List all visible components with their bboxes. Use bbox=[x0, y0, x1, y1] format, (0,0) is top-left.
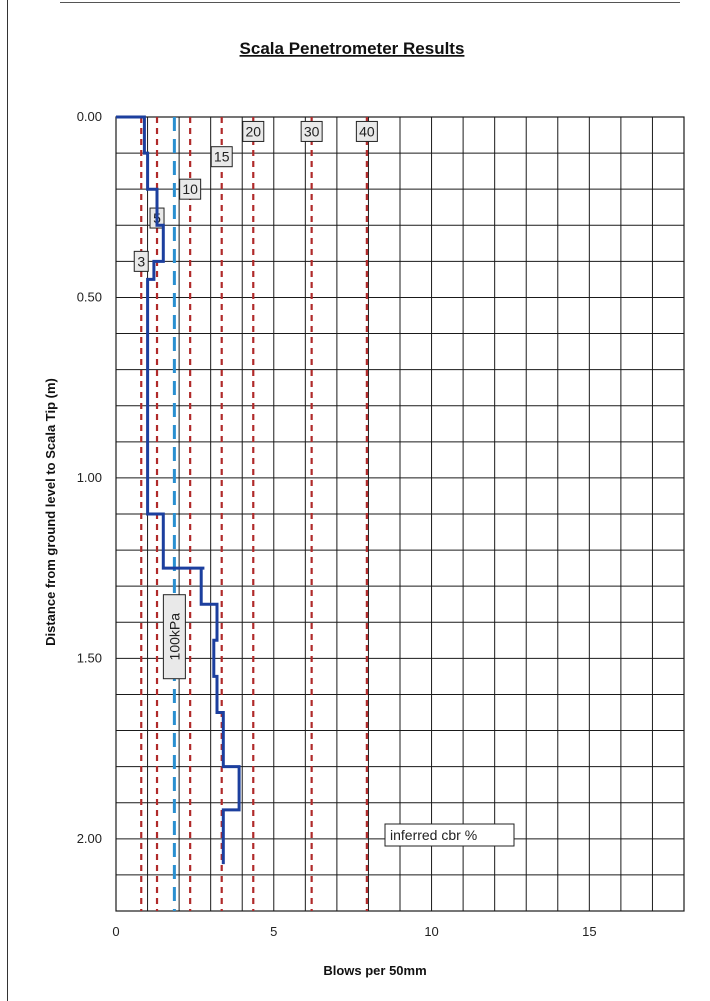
cbr-label-box bbox=[179, 178, 202, 200]
y-tick-label: 0.00 bbox=[77, 109, 102, 124]
cbr-label-box bbox=[355, 120, 378, 142]
cbr-label-box bbox=[242, 120, 265, 142]
cbr-value-label: 30 bbox=[304, 123, 320, 139]
legend-frame bbox=[384, 823, 515, 847]
bearing-label-box bbox=[162, 594, 186, 680]
chart-title: Scala Penetrometer Results bbox=[240, 39, 465, 58]
cbr-value-label: 20 bbox=[245, 123, 261, 139]
axis-tick-layer: 0 5 10 15 0.00 0.50 1.00 1.50 2.00 bbox=[77, 109, 597, 939]
cbr-label-box bbox=[133, 250, 149, 272]
scala-profile-line bbox=[116, 115, 241, 865]
y-tick-label: 0.50 bbox=[77, 289, 102, 304]
cbr-value-label: 15 bbox=[214, 149, 230, 165]
cbr-label-box bbox=[210, 146, 233, 168]
x-tick-label: 15 bbox=[582, 924, 596, 939]
cbr-value-label: 3 bbox=[137, 253, 145, 269]
x-tick-label: 10 bbox=[424, 924, 438, 939]
cbr-label-box bbox=[300, 120, 323, 142]
bearing-label: 100kPa bbox=[166, 613, 182, 661]
legend-box: inferred cbr % bbox=[384, 823, 515, 847]
bearing-reference-layer: 100kPa bbox=[162, 117, 186, 911]
legend-label: inferred cbr % bbox=[390, 827, 477, 843]
plot-frame bbox=[115, 116, 685, 912]
y-tick-label: 1.00 bbox=[77, 470, 102, 485]
profile-layer bbox=[116, 115, 241, 865]
border-top-line bbox=[60, 2, 680, 3]
y-axis-label: Distance from ground level to Scala Tip … bbox=[43, 378, 58, 646]
x-tick-label: 5 bbox=[270, 924, 277, 939]
y-tick-label: 1.50 bbox=[77, 650, 102, 665]
x-tick-label: 0 bbox=[112, 924, 119, 939]
cbr-value-label: 40 bbox=[359, 123, 375, 139]
border-left-line bbox=[7, 0, 8, 1001]
x-axis-label: Blows per 50mm bbox=[323, 963, 426, 978]
cbr-value-label: 10 bbox=[182, 181, 198, 197]
y-tick-label: 2.00 bbox=[77, 831, 102, 846]
grid-layer bbox=[115, 116, 685, 912]
